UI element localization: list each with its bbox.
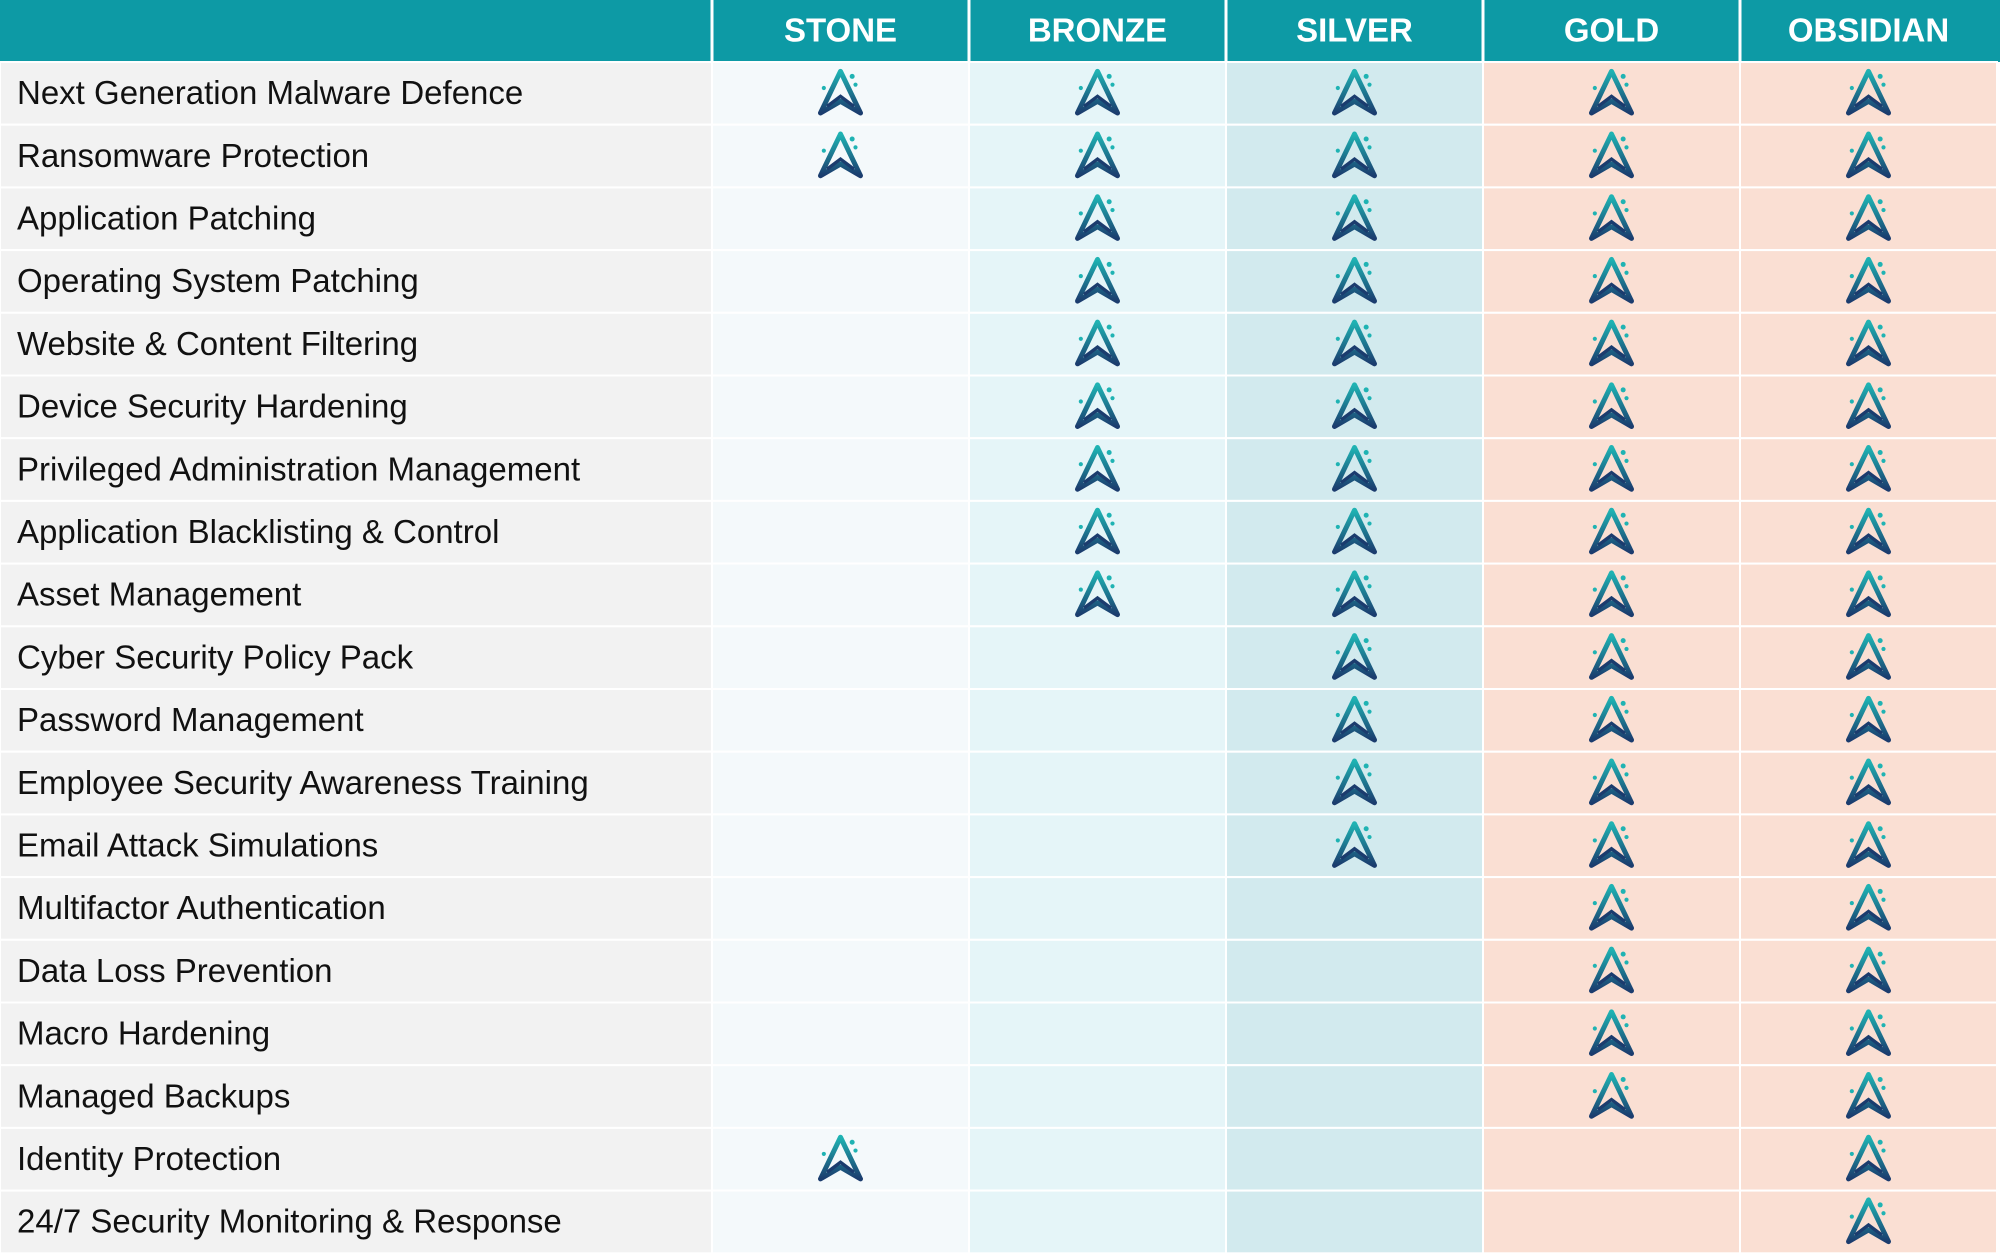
tier-cell <box>711 186 970 252</box>
tier-cell <box>968 625 1227 690</box>
tier-cell <box>711 750 970 816</box>
feature-cell <box>0 499 713 565</box>
feature-label: 24/7 Security Monitoring & Response <box>17 1203 562 1240</box>
tier-cell <box>711 1064 970 1129</box>
feature-label: Privileged Administration Management <box>17 450 580 487</box>
tier-cell <box>968 688 1227 753</box>
tier-cell <box>968 813 1227 879</box>
tier-cell <box>711 562 970 628</box>
tier-cell <box>968 876 1227 941</box>
tier-cell <box>711 1189 970 1255</box>
column-header: GOLD <box>1564 12 1659 49</box>
feature-label: Application Patching <box>17 199 316 236</box>
feature-cell <box>0 123 713 189</box>
feature-label: Device Security Hardening <box>17 388 408 425</box>
column-header: SILVER <box>1296 12 1413 49</box>
feature-label: Operating System Patching <box>17 262 419 299</box>
feature-cell <box>0 249 713 314</box>
feature-cell <box>0 1001 713 1067</box>
tier-cell <box>711 813 970 879</box>
tier-cell <box>711 938 970 1004</box>
feature-cell <box>0 437 713 502</box>
feature-label: Ransomware Protection <box>17 137 369 174</box>
column-header: STONE <box>784 12 897 49</box>
feature-label: Cyber Security Policy Pack <box>17 638 414 675</box>
feature-cell <box>0 938 713 1004</box>
column-header: BRONZE <box>1028 12 1167 49</box>
tier-cell <box>968 750 1227 816</box>
feature-label: Data Loss Prevention <box>17 952 333 989</box>
feature-cell <box>0 61 713 126</box>
tier-cell <box>711 249 970 314</box>
tier-cell <box>968 1064 1227 1129</box>
feature-cell <box>0 1189 713 1255</box>
tier-cell <box>711 625 970 690</box>
feature-label: Multifactor Authentication <box>17 889 386 926</box>
feature-label: Application Blacklisting & Control <box>17 513 499 550</box>
feature-label: Employee Security Awareness Training <box>17 764 589 801</box>
tier-cell <box>711 876 970 941</box>
tier-cell <box>1225 1064 1484 1129</box>
tier-cell <box>711 1001 970 1067</box>
tier-cell <box>1225 1189 1484 1255</box>
tier-cell <box>1225 938 1484 1004</box>
tier-cell <box>968 1001 1227 1067</box>
feature-label: Email Attack Simulations <box>17 826 378 863</box>
feature-cell <box>0 1064 713 1129</box>
tier-cell <box>968 1126 1227 1192</box>
tier-cell <box>968 938 1227 1004</box>
feature-label: Asset Management <box>17 576 301 613</box>
tier-cell <box>1225 1126 1484 1192</box>
tier-cell <box>711 374 970 440</box>
tier-cell <box>1482 1126 1741 1192</box>
tier-cell <box>1482 1189 1741 1255</box>
feature-cell <box>0 625 713 690</box>
feature-label: Next Generation Malware Defence <box>17 74 523 111</box>
feature-cell <box>0 1126 713 1192</box>
tier-cell <box>1225 1001 1484 1067</box>
tier-cell <box>711 437 970 502</box>
tier-cell <box>711 311 970 377</box>
feature-label: Password Management <box>17 701 364 738</box>
tier-cell <box>711 499 970 565</box>
feature-cell <box>0 750 713 816</box>
tier-cell <box>1482 1064 1741 1129</box>
feature-label: Website & Content Filtering <box>17 325 418 362</box>
feature-label: Identity Protection <box>17 1140 281 1177</box>
feature-label: Managed Backups <box>17 1077 290 1114</box>
tier-cell <box>711 688 970 753</box>
tier-cell <box>1225 876 1484 941</box>
header-bar <box>0 0 2000 62</box>
column-header: OBSIDIAN <box>1788 12 1949 49</box>
feature-label: Macro Hardening <box>17 1015 270 1052</box>
tier-cell <box>968 1189 1227 1255</box>
